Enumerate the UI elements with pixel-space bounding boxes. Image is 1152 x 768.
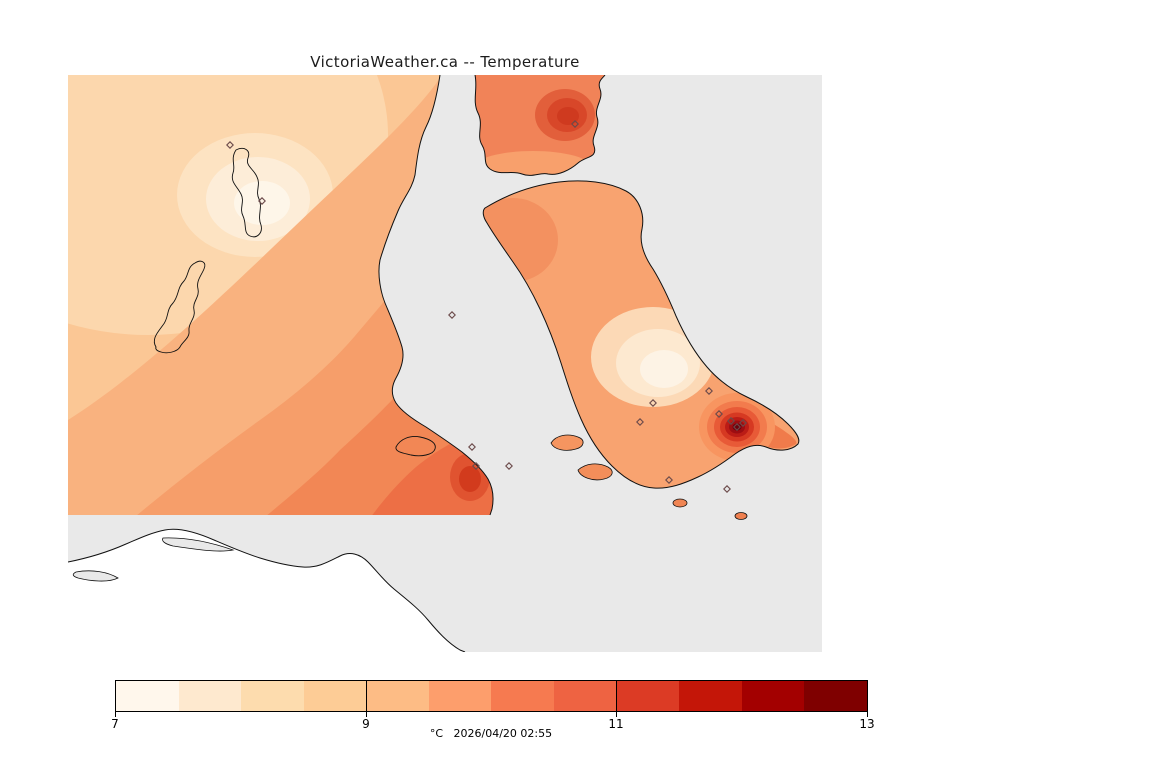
- colorbar-tick-label: 13: [859, 717, 875, 731]
- lake-outline-3: [395, 436, 436, 457]
- coastline-north-island: [474, 74, 606, 176]
- coastline-south-shore: [67, 528, 466, 653]
- harbor-outline: [72, 570, 119, 582]
- colorbar-tick-label: 9: [362, 717, 370, 731]
- colorbar-segment: [178, 681, 242, 711]
- station-marker: [226, 141, 234, 149]
- colorbar-segment: [554, 681, 617, 711]
- colorbar-segment: [303, 681, 367, 711]
- colorbar-tick: [616, 712, 617, 717]
- colorbar-segment: [804, 681, 867, 711]
- colorbar-segment: [741, 681, 805, 711]
- small-islands: [550, 434, 748, 520]
- colorbar: [115, 680, 868, 712]
- coastline-inlet-west: [378, 74, 494, 516]
- colorbar-tick-label: 11: [608, 717, 624, 731]
- station-marker: [733, 423, 741, 431]
- station-marker: [505, 462, 513, 470]
- colorbar-segment: [616, 681, 680, 711]
- colorbar-tick: [867, 712, 868, 717]
- colorbar-segment: [366, 681, 429, 711]
- station-marker: [739, 419, 747, 427]
- station-marker: [258, 197, 266, 205]
- colorbar-divider: [616, 681, 617, 711]
- lagoon-outline: [162, 537, 235, 552]
- colorbar-segment: [491, 681, 555, 711]
- station-marker: [448, 311, 456, 319]
- colorbar-segment: [428, 681, 492, 711]
- station-marker: [723, 485, 731, 493]
- lake-outline-1: [231, 147, 262, 238]
- colorbar-tick-label: 7: [111, 717, 119, 731]
- colorbar-segment: [679, 681, 742, 711]
- colorbar-caption: °C 2026/04/20 02:55: [429, 727, 553, 740]
- station-marker: [705, 387, 713, 395]
- colorbar-tick: [366, 712, 367, 717]
- temperature-map: [67, 74, 822, 653]
- colorbar-tick: [115, 712, 116, 717]
- station-marker: [472, 462, 480, 470]
- station-marker: [715, 410, 723, 418]
- colorbar-divider: [366, 681, 367, 711]
- nodata-land-olympic-peninsula: [67, 528, 466, 653]
- station-marker: [665, 476, 673, 484]
- station-marker: [571, 120, 579, 128]
- map-area: [67, 74, 822, 653]
- lake-outline-2: [153, 260, 206, 354]
- station-marker: [636, 418, 644, 426]
- station-marker: [468, 443, 476, 451]
- map-title: VictoriaWeather.ca -- Temperature: [310, 53, 580, 71]
- coastline-peninsula: [482, 180, 800, 489]
- temperature-hotspot: [699, 393, 775, 461]
- station-markers: [226, 120, 747, 493]
- station-marker: [649, 399, 657, 407]
- station-marker: [727, 417, 735, 425]
- colorbar-segment: [116, 681, 179, 711]
- colorbar-segment: [241, 681, 304, 711]
